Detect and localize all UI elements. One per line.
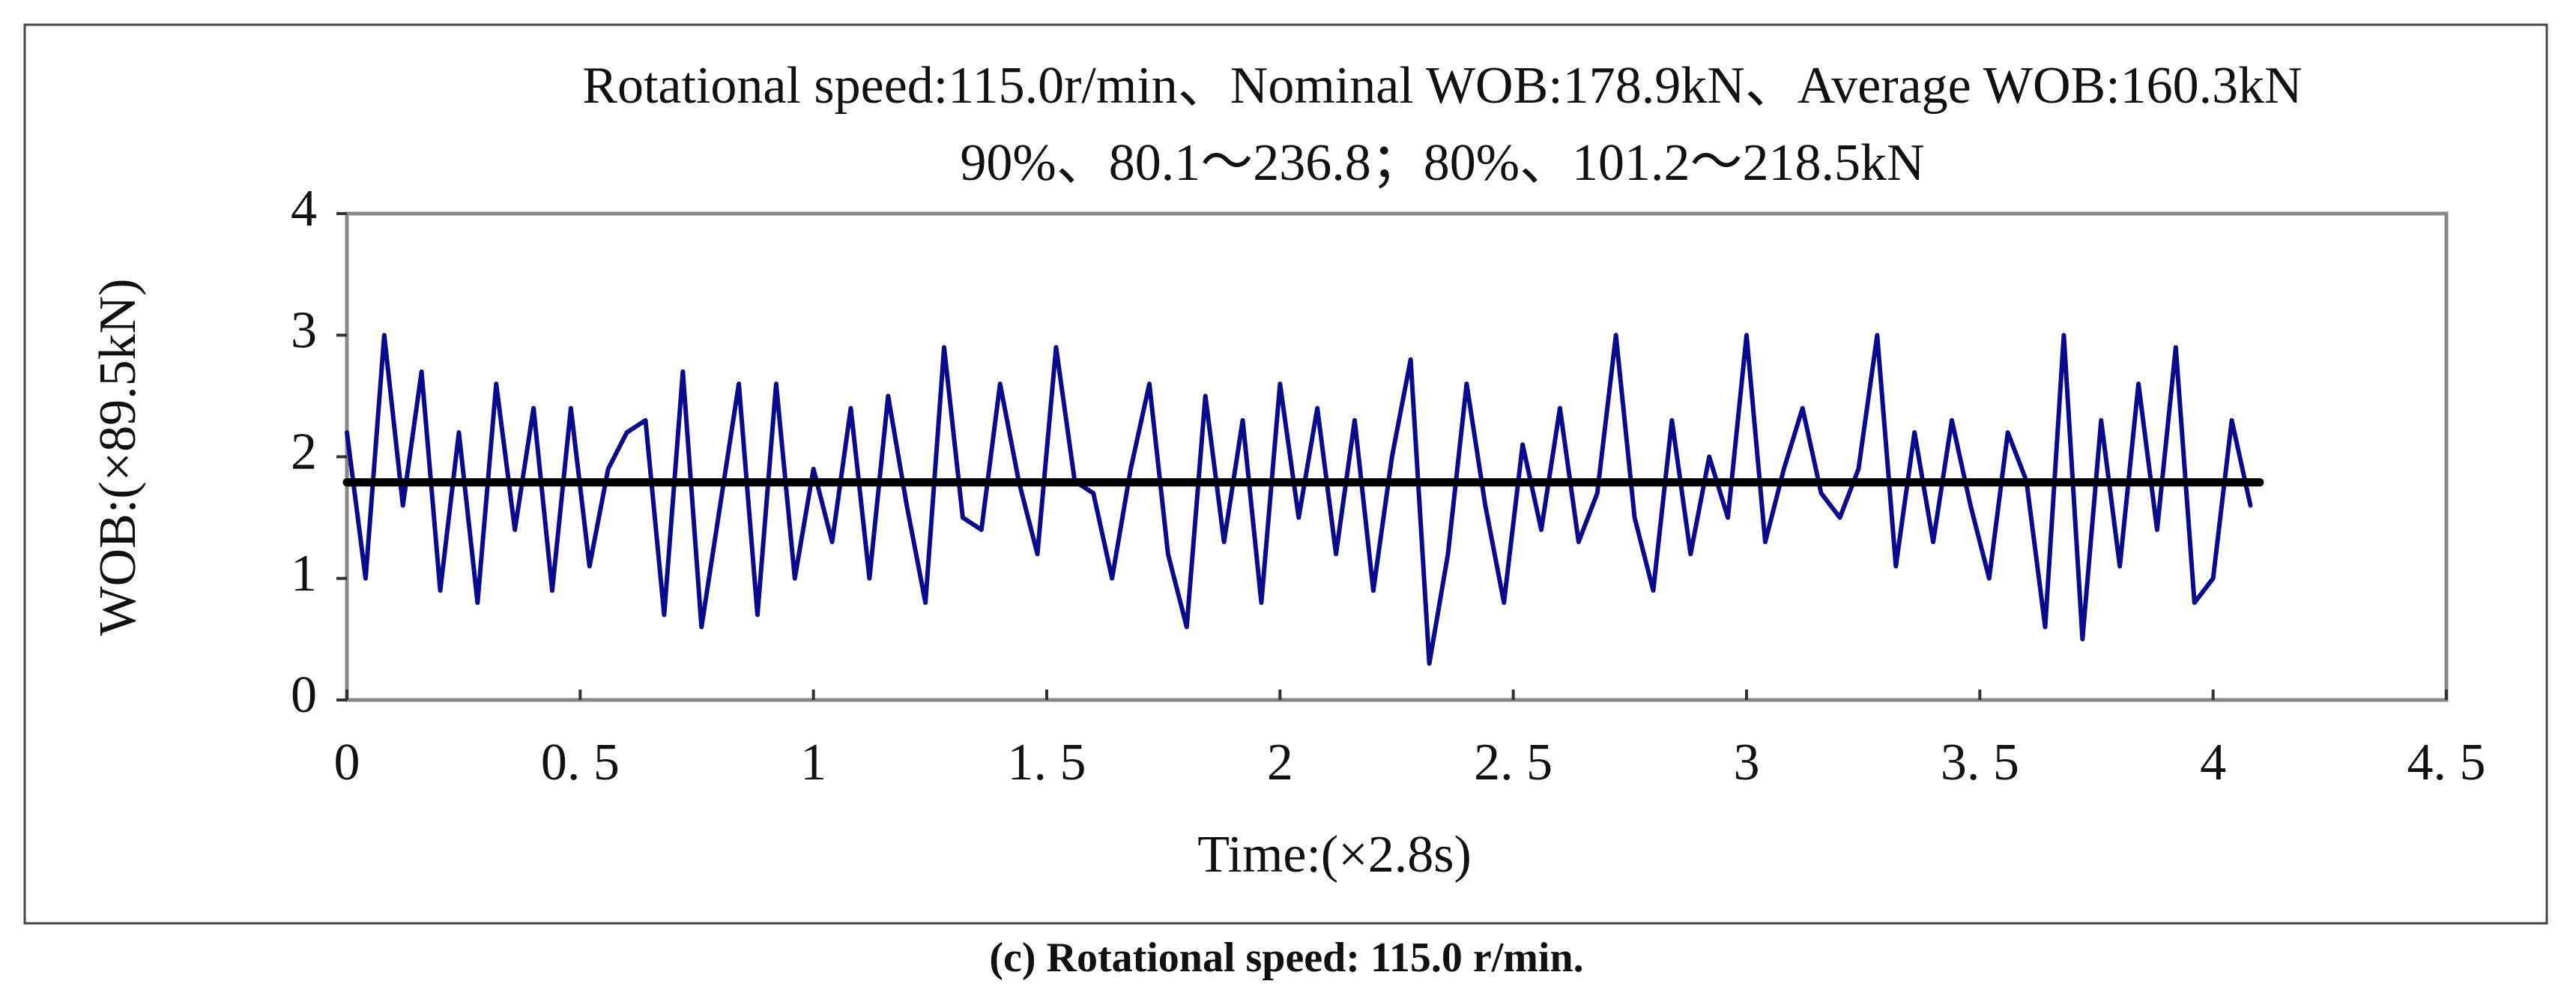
wob-line [345, 333, 2253, 666]
x-tick-label: 3 [1734, 734, 1760, 791]
chart-subtitle: 90%、80.1～236.8；80%、101.2～218.5kN [960, 134, 1924, 192]
x-tick-label: 4 [2200, 734, 2226, 791]
x-tick-label: 1. 5 [1008, 734, 1086, 791]
y-tick-label: 1 [291, 545, 317, 603]
y-tick-label: 3 [291, 301, 317, 359]
x-tick-label: 4. 5 [2407, 734, 2486, 791]
y-axis-label: WOB:(×89.5kN) [89, 279, 147, 636]
x-tick-label: 0 [334, 734, 360, 791]
caption: (c) Rotational speed: 115.0 r/min. [989, 935, 1583, 981]
chart-title: Rotational speed:115.0r/min、Nominal WOB:… [582, 57, 2302, 115]
x-tick-label: 1 [800, 734, 826, 791]
y-tick-label: 0 [291, 666, 317, 724]
x-tick-label: 3. 5 [1941, 734, 2019, 791]
y-tick-label: 4 [291, 180, 317, 238]
y-tick-label: 2 [291, 423, 317, 481]
x-axis-label: Time:(×2.8s) [1197, 826, 1472, 884]
x-tick-label: 0. 5 [541, 734, 620, 791]
figure-border [23, 23, 2548, 925]
x-tick-label: 2. 5 [1474, 734, 1552, 791]
x-tick-label: 2 [1267, 734, 1293, 791]
